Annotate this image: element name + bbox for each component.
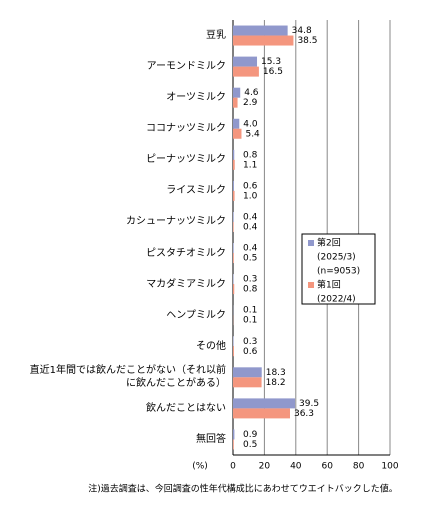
value-label: 2.9 <box>243 98 258 108</box>
y-tick-label: 豆乳 <box>206 30 226 42</box>
legend-swatch <box>308 282 314 288</box>
bar <box>233 87 241 98</box>
value-label: 0.6 <box>243 181 258 191</box>
y-tick-label: その他 <box>196 340 226 352</box>
bar <box>233 429 235 440</box>
y-tick-label: アーモンドミルク <box>146 61 226 73</box>
bar <box>233 367 262 378</box>
value-label: 36.3 <box>294 409 314 419</box>
value-label: 4.0 <box>243 119 258 129</box>
value-label: 18.2 <box>266 378 286 388</box>
value-label: 0.8 <box>243 150 258 160</box>
bar <box>233 221 234 232</box>
value-label: 0.9 <box>243 430 258 440</box>
legend-label: 第1回 <box>317 279 341 291</box>
value-label: 0.4 <box>243 212 258 222</box>
value-label: 38.5 <box>297 36 317 46</box>
x-tick-label: 40 <box>290 462 302 472</box>
axis-unit: (%) <box>192 462 208 472</box>
y-tick-label: ピスタチオミルク <box>146 247 226 259</box>
x-tick-label: 20 <box>259 462 271 472</box>
bar <box>233 398 296 409</box>
bar <box>233 253 234 264</box>
bar <box>233 118 240 129</box>
value-label: 0.5 <box>243 440 257 450</box>
value-label: 0.6 <box>243 347 258 357</box>
legend-label: 第2回 <box>317 237 341 249</box>
note: 注)過去調査は、今回調査の性年代構成比にあわせてウエイトバックした値。 <box>88 483 398 495</box>
legend-sublabel: (n=9053) <box>317 267 360 277</box>
legend: 第2回 (2025/3) (n=9053) 第1回 (2022/4) <box>301 233 376 305</box>
bar <box>233 377 262 388</box>
value-label: 1.0 <box>243 191 258 201</box>
value-label: 18.3 <box>266 368 286 378</box>
bar <box>233 190 235 201</box>
value-label: 39.5 <box>299 399 319 409</box>
value-label: 0.4 <box>243 244 258 254</box>
value-label: 0.1 <box>243 306 257 316</box>
y-tick-label: マカダミアミルク <box>146 278 226 290</box>
bar <box>233 243 234 254</box>
bar <box>233 25 288 36</box>
value-label: 0.3 <box>243 337 257 347</box>
value-label: 0.4 <box>243 222 258 232</box>
value-label: 15.3 <box>261 57 281 67</box>
bar <box>233 211 234 222</box>
legend-swatch <box>308 240 314 246</box>
y-tick-label: ピーナッツミルク <box>146 154 226 166</box>
value-label: 0.3 <box>243 275 257 285</box>
value-label: 16.5 <box>263 67 283 77</box>
legend-sublabel: (2022/4) <box>317 295 356 305</box>
bar <box>233 35 294 46</box>
bar <box>233 149 235 160</box>
value-label: 0.5 <box>243 254 257 264</box>
value-label: 5.4 <box>245 129 260 139</box>
legend-box <box>301 233 376 305</box>
y-tick-label: ヘンプミルク <box>166 309 226 321</box>
bar <box>233 180 234 191</box>
y-tick-label: オーツミルク <box>166 92 226 104</box>
value-label: 0.1 <box>243 316 257 326</box>
bar <box>233 56 258 67</box>
value-label: 4.6 <box>244 88 259 98</box>
bar <box>233 439 234 450</box>
x-tick-label: 60 <box>321 462 333 472</box>
bar <box>233 284 235 295</box>
y-tick-label: 無回答 <box>196 433 226 445</box>
x-tick-label: 80 <box>353 462 365 472</box>
y-tick-label: ライスミルク <box>166 185 226 197</box>
y-tick-label: 飲んだことはない <box>146 402 226 414</box>
bar <box>233 159 235 170</box>
x-tick-label: 0 <box>230 462 236 472</box>
x-tick-label: 100 <box>381 462 398 472</box>
legend-sublabel: (2025/3) <box>317 253 356 263</box>
y-tick-label: カシューナッツミルク <box>126 216 226 228</box>
value-label: 0.8 <box>243 285 258 295</box>
value-label: 34.8 <box>292 26 312 36</box>
bar <box>233 128 242 139</box>
bar <box>233 97 238 108</box>
value-label: 1.1 <box>243 160 257 170</box>
y-tick-label: 直近1年間では飲んだことがない（それ以前に飲んだことがある） <box>29 365 226 390</box>
bar <box>233 346 234 357</box>
bar <box>233 66 259 77</box>
y-tick-label: ココナッツミルク <box>146 123 226 135</box>
bar <box>233 408 290 419</box>
